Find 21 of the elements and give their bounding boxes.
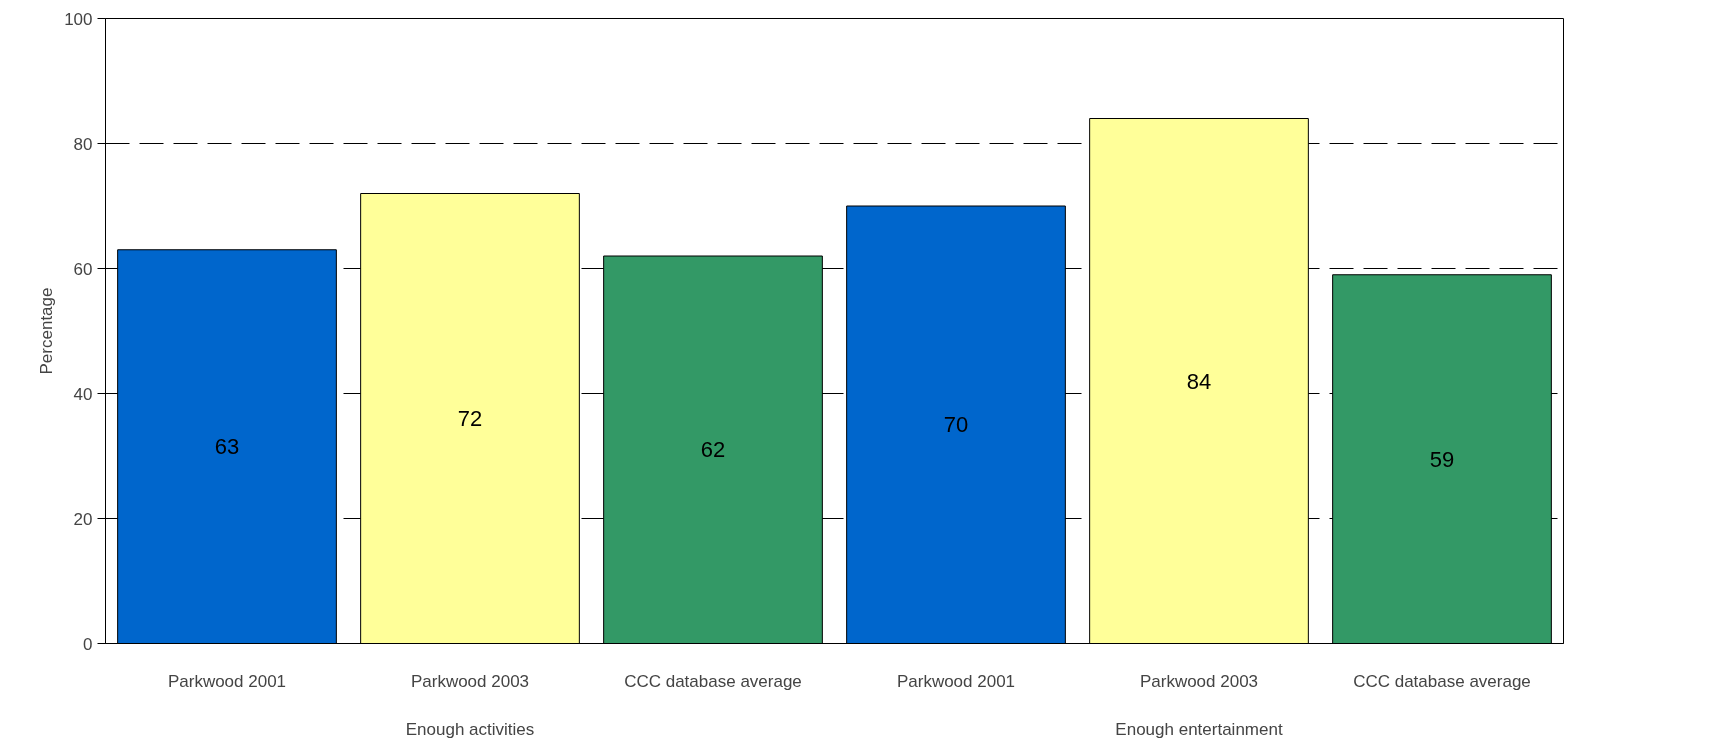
y-tick-label: 40 bbox=[73, 384, 93, 404]
x-tick-label: Enough activities bbox=[405, 719, 535, 739]
series-label: CCC database average bbox=[624, 671, 802, 691]
y-tick-label: 20 bbox=[73, 509, 93, 529]
y-tick-label: 60 bbox=[73, 259, 93, 279]
x-tick-label: Enough entertainment bbox=[1115, 719, 1283, 739]
data-label: 62 bbox=[700, 437, 726, 463]
y-axis-title: Percentage bbox=[37, 287, 57, 375]
y-tick-label: 100 bbox=[64, 9, 93, 29]
text: Parkwood 2003 bbox=[1139, 671, 1259, 691]
data-label: 59 bbox=[1429, 446, 1455, 472]
text: CCC database average bbox=[1353, 671, 1531, 691]
series-label: Parkwood 2001 bbox=[167, 671, 287, 691]
data-label: 84 bbox=[1186, 368, 1212, 394]
data-label: 72 bbox=[457, 406, 483, 431]
text: Parkwood 2001 bbox=[896, 671, 1016, 691]
series-label: Parkwood 2003 bbox=[410, 671, 530, 691]
y-tick-label: 80 bbox=[73, 134, 93, 154]
y-tick-label: 0 bbox=[83, 634, 93, 654]
data-label: 63 bbox=[214, 434, 240, 460]
data-label: 70 bbox=[943, 412, 969, 438]
